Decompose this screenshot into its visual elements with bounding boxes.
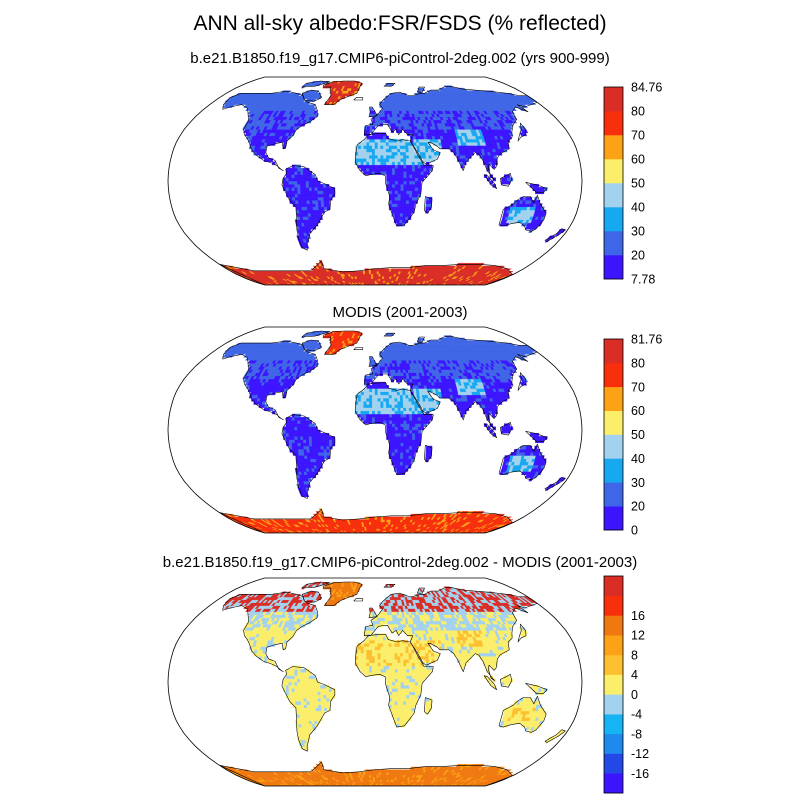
main-title: ANN all-sky albedo:FSR/FSDS (% reflected… — [193, 12, 607, 35]
colorbar-label: 0 — [631, 688, 638, 702]
colorbar: 0 20 30 40 50 60 70 80 81.76 — [603, 333, 662, 538]
colorbar-label: 20 — [631, 500, 645, 514]
colorbar-label: 8 — [631, 648, 638, 662]
colorbar-swatch — [604, 458, 623, 483]
colorbar-swatch — [604, 207, 623, 232]
colorbar-swatch — [604, 654, 623, 675]
map-border — [167, 76, 583, 286]
colorbar-swatch — [604, 135, 623, 160]
colorbar-swatch — [604, 255, 623, 280]
colorbar-label: 84.76 — [631, 81, 662, 95]
colorbar-swatch — [604, 386, 623, 411]
colorbar-swatch — [604, 434, 623, 459]
map-border — [167, 577, 583, 787]
colorbar-swatch — [604, 111, 623, 136]
colorbar-swatch — [604, 362, 623, 388]
colorbar-label: 60 — [631, 153, 645, 167]
data-grid — [221, 81, 566, 285]
colorbar-label: 40 — [631, 452, 645, 466]
colorbar-label: 50 — [631, 177, 645, 191]
map-border — [167, 326, 583, 534]
colorbar-label: 40 — [631, 201, 645, 215]
panel-3-subtitle: b.e21.B1850.f19_g17.CMIP6-piControl-2deg… — [162, 554, 638, 571]
colorbar-swatch — [604, 595, 623, 616]
colorbar-label: 16 — [631, 609, 645, 623]
colorbar-label: -16 — [631, 767, 649, 781]
colorbar-label: 80 — [631, 105, 645, 119]
colorbar-swatch — [604, 615, 623, 636]
colorbar-label: 4 — [631, 668, 638, 682]
colorbar-swatch — [604, 482, 623, 507]
colorbar-swatch — [604, 231, 623, 256]
colorbar-label: -8 — [631, 727, 642, 741]
colorbar-label: 81.76 — [631, 333, 662, 347]
coastlines — [219, 330, 566, 533]
colorbar-swatch — [604, 714, 623, 735]
colorbar-label: 0 — [631, 524, 638, 538]
colorbar-label: 7.78 — [631, 273, 655, 287]
colorbar-swatch — [604, 506, 623, 531]
colorbar-label: 70 — [631, 380, 645, 394]
data-grid — [221, 331, 566, 533]
colorbar-swatch — [604, 183, 623, 208]
colorbar: 7.78 20 30 40 50 60 70 80 84.76 — [603, 81, 662, 287]
colorbar-swatch — [604, 635, 623, 656]
colorbar-swatch — [604, 339, 623, 364]
colorbar-label: 50 — [631, 428, 645, 442]
colorbar-label: 30 — [631, 225, 645, 239]
colorbar-swatch — [604, 410, 623, 435]
colorbar-swatch — [604, 159, 623, 184]
colorbar-label: -4 — [631, 708, 642, 722]
colorbar-swatch — [604, 733, 623, 754]
colorbar-label: 12 — [631, 629, 645, 643]
panel-1-subtitle: b.e21.B1850.f19_g17.CMIP6-piControl-2deg… — [190, 50, 610, 67]
coastlines — [219, 581, 566, 786]
colorbar-label: 60 — [631, 404, 645, 418]
colorbar: -16 -12 -8 -4 0 4 8 12 16 — [603, 575, 649, 794]
colorbar-label: 30 — [631, 476, 645, 490]
coastlines — [219, 80, 566, 285]
colorbar-swatch — [604, 674, 623, 695]
colorbar-swatch — [604, 694, 623, 715]
colorbar-swatch — [604, 773, 623, 794]
colorbar-label: 80 — [631, 356, 645, 370]
colorbar-swatch — [604, 753, 623, 774]
colorbar-label: 70 — [631, 129, 645, 143]
colorbar-swatch — [604, 576, 623, 596]
panel-2-subtitle: MODIS (2001-2003) — [332, 304, 468, 321]
colorbar-label: 20 — [631, 249, 645, 263]
colorbar-label: -12 — [631, 747, 649, 761]
colorbar-swatch — [604, 87, 623, 112]
